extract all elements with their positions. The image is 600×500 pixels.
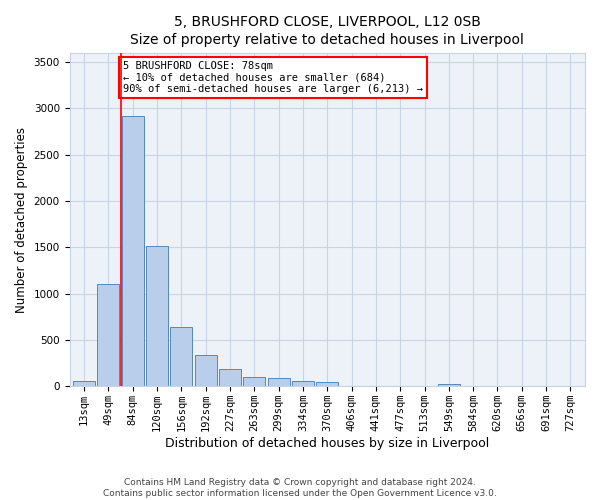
Bar xyxy=(146,246,168,386)
Bar xyxy=(73,380,95,386)
Bar xyxy=(268,378,290,386)
Bar xyxy=(122,116,143,386)
Bar xyxy=(97,284,119,386)
Bar xyxy=(219,368,241,386)
Bar xyxy=(244,377,265,386)
Y-axis label: Number of detached properties: Number of detached properties xyxy=(15,126,28,312)
Bar xyxy=(170,327,193,386)
Bar xyxy=(292,380,314,386)
Bar xyxy=(316,382,338,386)
Text: Contains HM Land Registry data © Crown copyright and database right 2024.
Contai: Contains HM Land Registry data © Crown c… xyxy=(103,478,497,498)
Title: 5, BRUSHFORD CLOSE, LIVERPOOL, L12 0SB
Size of property relative to detached hou: 5, BRUSHFORD CLOSE, LIVERPOOL, L12 0SB S… xyxy=(130,15,524,48)
Bar xyxy=(438,384,460,386)
Text: 5 BRUSHFORD CLOSE: 78sqm
← 10% of detached houses are smaller (684)
90% of semi-: 5 BRUSHFORD CLOSE: 78sqm ← 10% of detach… xyxy=(123,61,423,94)
Bar xyxy=(195,355,217,386)
X-axis label: Distribution of detached houses by size in Liverpool: Distribution of detached houses by size … xyxy=(165,437,490,450)
